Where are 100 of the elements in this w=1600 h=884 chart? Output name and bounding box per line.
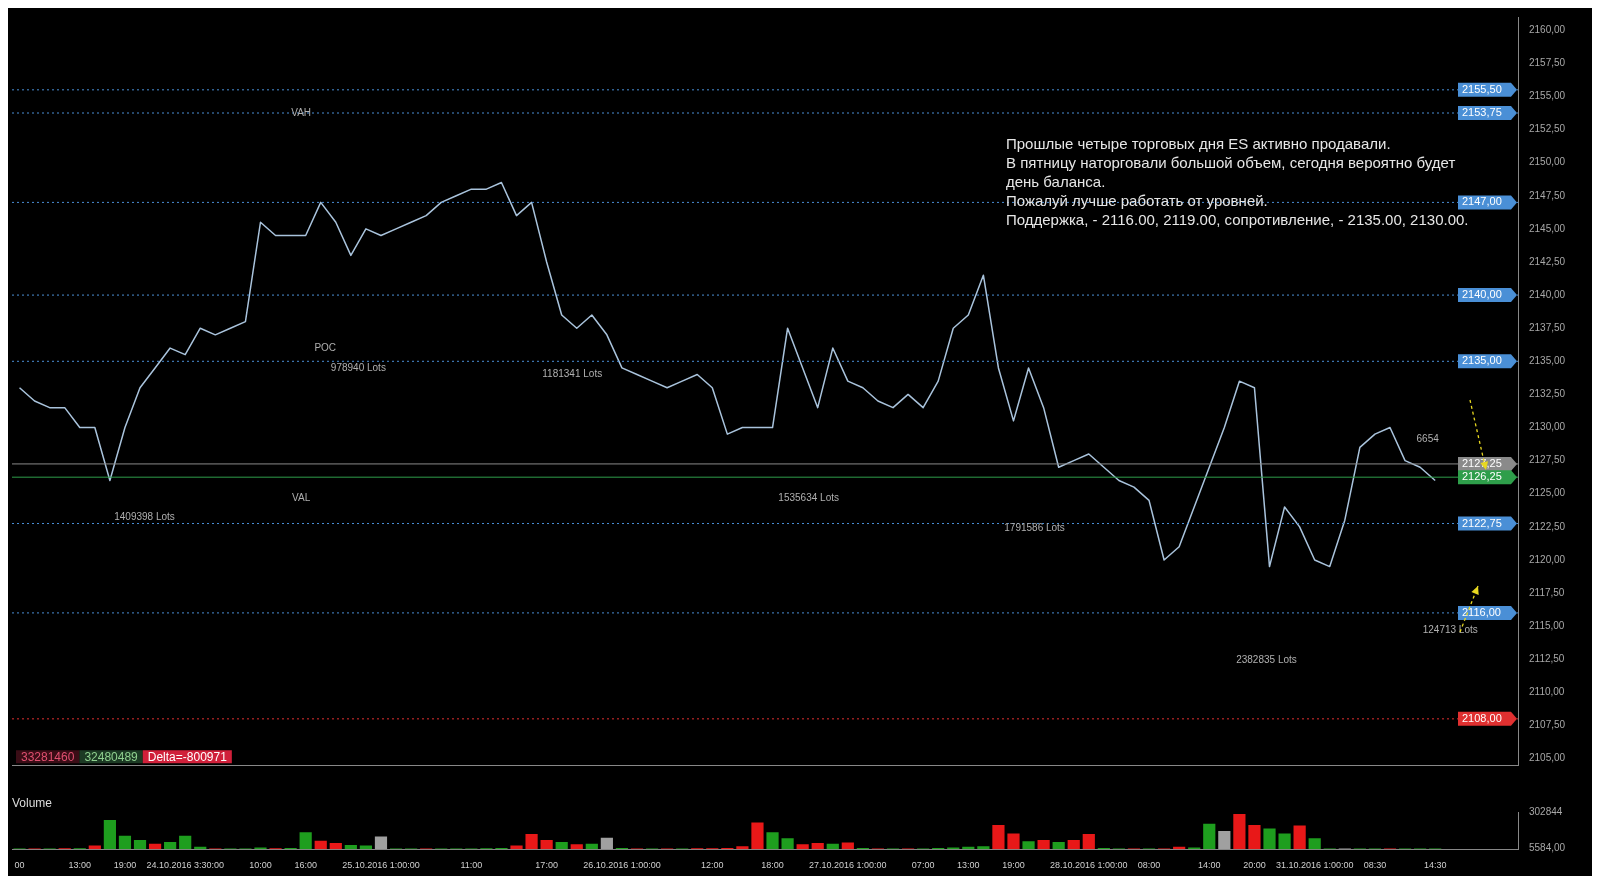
bar	[600, 837, 613, 850]
x-tick-label: 13:00	[957, 860, 980, 871]
bar	[1293, 825, 1306, 850]
y-tick-label: 2155,00	[1529, 90, 1566, 102]
bar	[525, 834, 538, 850]
bar	[540, 840, 553, 850]
bar	[781, 838, 794, 850]
y-tick-label: 2110,00	[1529, 686, 1565, 698]
ref-line-label: 2122,75	[1462, 516, 1502, 529]
bar	[103, 820, 116, 850]
y-tick-label: 2157,50	[1529, 57, 1566, 69]
chart-title: Volume	[12, 795, 53, 810]
annotation: VAH	[291, 107, 312, 119]
y-tick-label: 2130,00	[1529, 421, 1566, 433]
bar	[118, 835, 132, 850]
bar	[344, 844, 357, 850]
x-tick-label: 08:00	[1137, 860, 1161, 871]
bar	[555, 841, 568, 850]
y-tick-label: 2127,50	[1529, 454, 1566, 466]
y-tick-label: 2125,00	[1529, 487, 1566, 499]
annotation: 32480489	[84, 749, 139, 764]
y-tick-label: 2140,00	[1529, 288, 1566, 300]
x-tick-label: 08:30	[1363, 860, 1387, 871]
y-tick-label: 2160,00	[1529, 23, 1566, 35]
y-tick-label: 2115,00	[1529, 619, 1565, 631]
annotation: 1791586 Lots	[1004, 521, 1065, 533]
x-tick-label: 14:30	[1423, 860, 1447, 871]
x-tick-label: 10:00	[249, 860, 272, 871]
annotation: 1535634 Lots	[778, 491, 839, 503]
ref-line-label: 2140,00	[1462, 288, 1502, 301]
y-tick-label: 302844	[1529, 806, 1563, 818]
ref-line-label: 2126,25	[1462, 470, 1502, 483]
bar	[1218, 830, 1231, 850]
x-tick-label: 24.10.2016 3:30:00	[146, 860, 224, 871]
x-tick-label: 19:00	[113, 860, 137, 871]
annotation: 124713 Lots	[1422, 624, 1478, 636]
annotation: 1181341 Lots	[542, 368, 603, 380]
bar	[1052, 841, 1065, 850]
ref-line-label: 2108,00	[1462, 711, 1502, 724]
ref-line-label: 2127,25	[1462, 456, 1502, 469]
bar	[1308, 838, 1321, 850]
y-tick-label: 2152,50	[1529, 123, 1566, 135]
ref-line-label: 2155,50	[1462, 82, 1502, 95]
bar	[1007, 833, 1020, 850]
y-tick-label: 2135,00	[1529, 355, 1566, 367]
bar	[811, 843, 824, 850]
y-tick-label: 2120,00	[1529, 553, 1566, 565]
y-tick-label: 2150,00	[1529, 156, 1566, 168]
y-tick-label: 2147,50	[1529, 189, 1566, 201]
bar	[374, 836, 388, 850]
x-tick-label: 17:00	[535, 860, 558, 871]
bar	[1278, 833, 1291, 850]
y-tick-label: 2122,50	[1529, 520, 1566, 532]
annotation: 978940 Lots	[330, 362, 386, 374]
x-tick-label: 16:00	[294, 860, 317, 871]
bar	[570, 844, 583, 850]
bar	[1233, 813, 1246, 850]
x-tick-label: 00	[14, 860, 25, 871]
y-tick-label: 2107,50	[1529, 719, 1566, 731]
bar	[766, 832, 779, 850]
y-tick-label: 2137,50	[1529, 321, 1566, 333]
x-tick-label: 13:00	[68, 860, 92, 871]
annotation: 33281460	[21, 749, 75, 764]
bar	[1067, 840, 1080, 850]
x-tick-label: 27.10.2016 1:00:00	[809, 860, 887, 871]
ref-line-label: 2153,75	[1462, 106, 1502, 119]
bar	[179, 835, 192, 850]
x-tick-label: 11:00	[460, 860, 483, 871]
annotation: Delta=-800971	[147, 749, 228, 764]
ref-line-label: 2135,00	[1462, 354, 1502, 367]
annotation: VAL	[292, 491, 311, 503]
annotation: POC	[314, 342, 337, 354]
bar	[736, 846, 749, 850]
annotation: 6654	[1416, 433, 1440, 445]
ref-line-label: 2116,00	[1462, 605, 1501, 618]
y-tick-label: 2132,50	[1529, 388, 1566, 400]
bar	[1037, 840, 1050, 850]
bar	[1082, 834, 1095, 850]
bar	[133, 840, 147, 850]
y-tick-label: 2142,50	[1529, 255, 1566, 267]
x-tick-label: 12:00	[701, 860, 724, 871]
y-tick-label: 2112,50	[1529, 653, 1565, 665]
y-tick-label: 2117,50	[1529, 586, 1565, 598]
bar	[164, 841, 177, 850]
x-tick-label: 26.10.2016 1:00:00	[583, 860, 661, 871]
bar	[796, 844, 809, 850]
bar	[992, 824, 1005, 850]
ref-line-label: 2147,00	[1462, 195, 1502, 208]
y-tick-label: 2145,00	[1529, 222, 1566, 234]
bar	[977, 846, 990, 850]
bar	[299, 832, 312, 850]
annotation: 2382835 Lots	[1236, 654, 1297, 666]
y-tick-label: 5584,00	[1529, 842, 1566, 854]
annotation: 1409398 Lots	[114, 511, 175, 523]
bar	[1263, 828, 1276, 850]
x-tick-label: 14:00	[1198, 860, 1221, 871]
bar	[148, 843, 162, 850]
bar	[585, 843, 598, 850]
x-tick-label: 25.10.2016 1:00:00	[342, 860, 420, 871]
bar	[751, 822, 764, 850]
